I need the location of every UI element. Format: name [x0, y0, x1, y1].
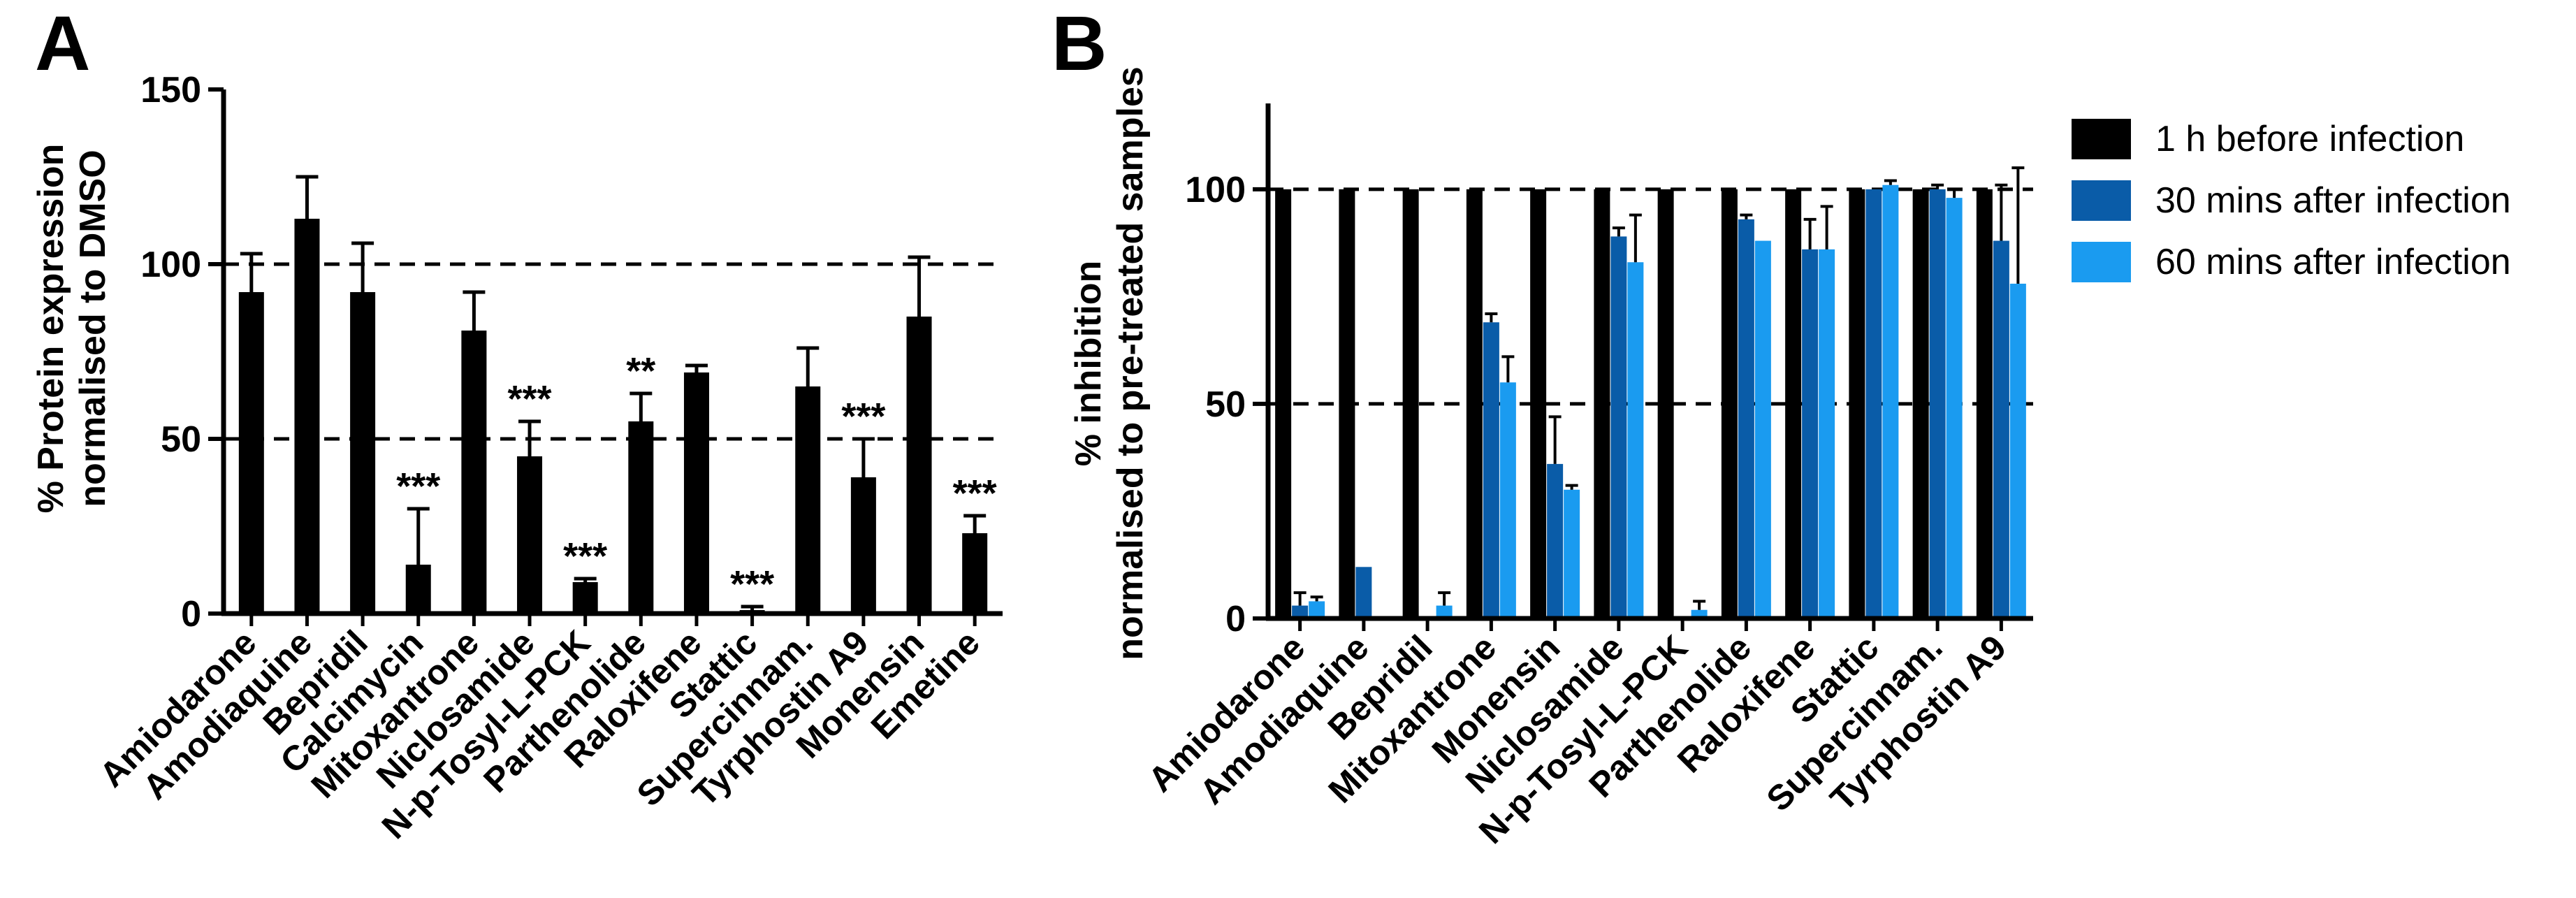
bar-parthenolide-60-mins-after-infection: [1754, 240, 1771, 618]
bar-n-p-tosyl-l-pck: [572, 582, 598, 614]
panel-b-y-axis-label-line2: normalised to pre-treated samples: [1110, 66, 1151, 660]
bar-amiodarone-1-h-before-infection: [1275, 189, 1292, 618]
bar-raloxifene-60-mins-after-infection: [1819, 249, 1835, 619]
legend-label-1h-before: 1 h before infection: [2155, 119, 2464, 159]
bar-stattic-60-mins-after-infection: [1882, 184, 1899, 619]
bar-supercinnam-60-mins-after-infection: [1946, 198, 1963, 618]
bar-tyrphostin-a9: [850, 477, 876, 614]
bar-mitoxantrone-1-h-before-infection: [1466, 189, 1483, 618]
y-tick-label: 0: [1225, 599, 1246, 639]
legend-swatch-30min-after: [2072, 180, 2131, 221]
bar-mitoxantrone-30-mins-after-infection: [1483, 322, 1499, 618]
bar-tyrphostin-a9-60-mins-after-infection: [2009, 283, 2026, 618]
significance-marker: ***: [953, 472, 997, 514]
legend-swatch-60min-after: [2072, 242, 2131, 282]
bar-stattic-1-h-before-infection: [1849, 189, 1865, 618]
significance-marker: ***: [841, 396, 885, 437]
bar-raloxifene-1-h-before-infection: [1785, 189, 1802, 618]
bar-calcimycin: [405, 565, 431, 614]
y-tick-label: 100: [1185, 170, 1246, 210]
panel-a-y-axis-label-line1: % Protein expression: [31, 144, 71, 514]
bar-amiodarone-60-mins-after-infection: [1309, 601, 1325, 618]
bar-tyrphostin-a9-30-mins-after-infection: [1993, 240, 2009, 618]
panel-a: A % Protein expression normalised to DMS…: [31, 1, 1003, 846]
bar-amiodarone-30-mins-after-infection: [1292, 605, 1309, 618]
panel-b: B % inhibition normalised to pre-treated…: [1051, 1, 2511, 851]
y-tick-label: 50: [161, 419, 201, 460]
bar-raloxifene: [683, 372, 709, 614]
bar-parthenolide-30-mins-after-infection: [1738, 219, 1754, 618]
significance-marker: ***: [508, 378, 552, 420]
bar-tyrphostin-a9-1-h-before-infection: [1976, 189, 1993, 618]
legend-label-60min-after: 60 mins after infection: [2155, 242, 2511, 282]
bar-supercinnam-30-mins-after-infection: [1929, 189, 1946, 618]
bar-niclosamide-30-mins-after-infection: [1610, 236, 1627, 618]
bar-parthenolide-1-h-before-infection: [1721, 189, 1738, 618]
bar-stattic-30-mins-after-infection: [1865, 189, 1882, 618]
panel-a-y-axis-label-line2: normalised to DMSO: [73, 150, 113, 507]
legend-swatch-1h-before: [2072, 119, 2131, 159]
bar-monensin-1-h-before-infection: [1530, 189, 1547, 618]
bar-n-p-tosyl-l-pck-1-h-before-infection: [1657, 189, 1674, 618]
y-tick-label: 0: [181, 594, 201, 635]
bar-monensin-30-mins-after-infection: [1547, 463, 1564, 618]
bar-supercinnam-1-h-before-infection: [1912, 189, 1929, 618]
panel-b-label: B: [1051, 1, 1107, 87]
bar-bepridil-60-mins-after-infection: [1436, 605, 1453, 618]
bar-parthenolide: [628, 421, 654, 614]
bar-niclosamide: [517, 456, 543, 614]
significance-marker: ***: [730, 563, 774, 605]
bar-mitoxantrone-60-mins-after-infection: [1499, 382, 1516, 618]
bar-amodiaquine-30-mins-after-infection: [1355, 567, 1372, 618]
bar-mitoxantrone: [461, 331, 487, 614]
significance-marker: ***: [396, 465, 440, 507]
bar-monensin: [906, 317, 932, 614]
panel-a-label: A: [35, 1, 90, 87]
bar-bepridil: [350, 292, 376, 614]
panel-b-legend: 1 h before infection 30 mins after infec…: [2072, 119, 2511, 282]
bar-supercinnam: [795, 386, 821, 614]
y-tick-label: 50: [1205, 384, 1246, 425]
significance-marker: ***: [563, 535, 607, 577]
bar-raloxifene-30-mins-after-infection: [1802, 249, 1819, 619]
y-tick-label: 150: [140, 70, 201, 110]
bar-niclosamide-1-h-before-infection: [1594, 189, 1610, 618]
bar-niclosamide-60-mins-after-infection: [1627, 262, 1644, 618]
panel-b-y-axis-label-line1: % inhibition: [1068, 261, 1109, 467]
bar-amodiaquine: [294, 219, 320, 614]
bar-monensin-60-mins-after-infection: [1564, 489, 1580, 618]
y-tick-label: 100: [140, 245, 201, 285]
bar-amodiaquine-1-h-before-infection: [1339, 189, 1355, 618]
bar-amiodarone: [238, 292, 264, 614]
legend-label-30min-after: 30 mins after infection: [2155, 180, 2511, 221]
significance-marker: **: [626, 350, 655, 392]
bar-bepridil-1-h-before-infection: [1402, 189, 1419, 618]
bar-emetine: [962, 533, 988, 614]
